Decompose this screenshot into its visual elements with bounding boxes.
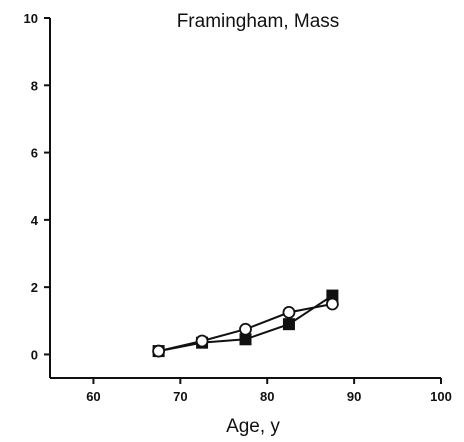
y-tick-label: 10 — [24, 11, 38, 26]
filled-square-point — [282, 318, 295, 331]
y-tick-label: 2 — [31, 280, 38, 295]
y-tick-label: 8 — [31, 78, 38, 93]
y-tick-label: 4 — [31, 213, 39, 228]
x-tick-label: 100 — [430, 389, 452, 404]
open-circle-point — [239, 322, 252, 336]
x-tick-label: 60 — [86, 389, 100, 404]
x-tick-label: 80 — [260, 389, 274, 404]
series-layer — [152, 289, 339, 358]
x-ticks: 60 70 80 90 100 — [86, 378, 452, 404]
open-circle-point — [325, 297, 339, 311]
x-tick-label: 70 — [173, 389, 187, 404]
y-tick-label: 0 — [31, 347, 38, 362]
open-circle-point — [195, 334, 209, 348]
open-circle-point — [282, 305, 296, 319]
y-tick-label: 6 — [31, 146, 38, 161]
x-tick-label: 90 — [347, 389, 361, 404]
open-circle-point — [152, 344, 166, 358]
y-ticks: 0 2 4 6 8 10 — [24, 11, 50, 362]
chart-title: Framingham, Mass — [177, 11, 340, 32]
x-axis-label: Age, y — [226, 416, 280, 437]
